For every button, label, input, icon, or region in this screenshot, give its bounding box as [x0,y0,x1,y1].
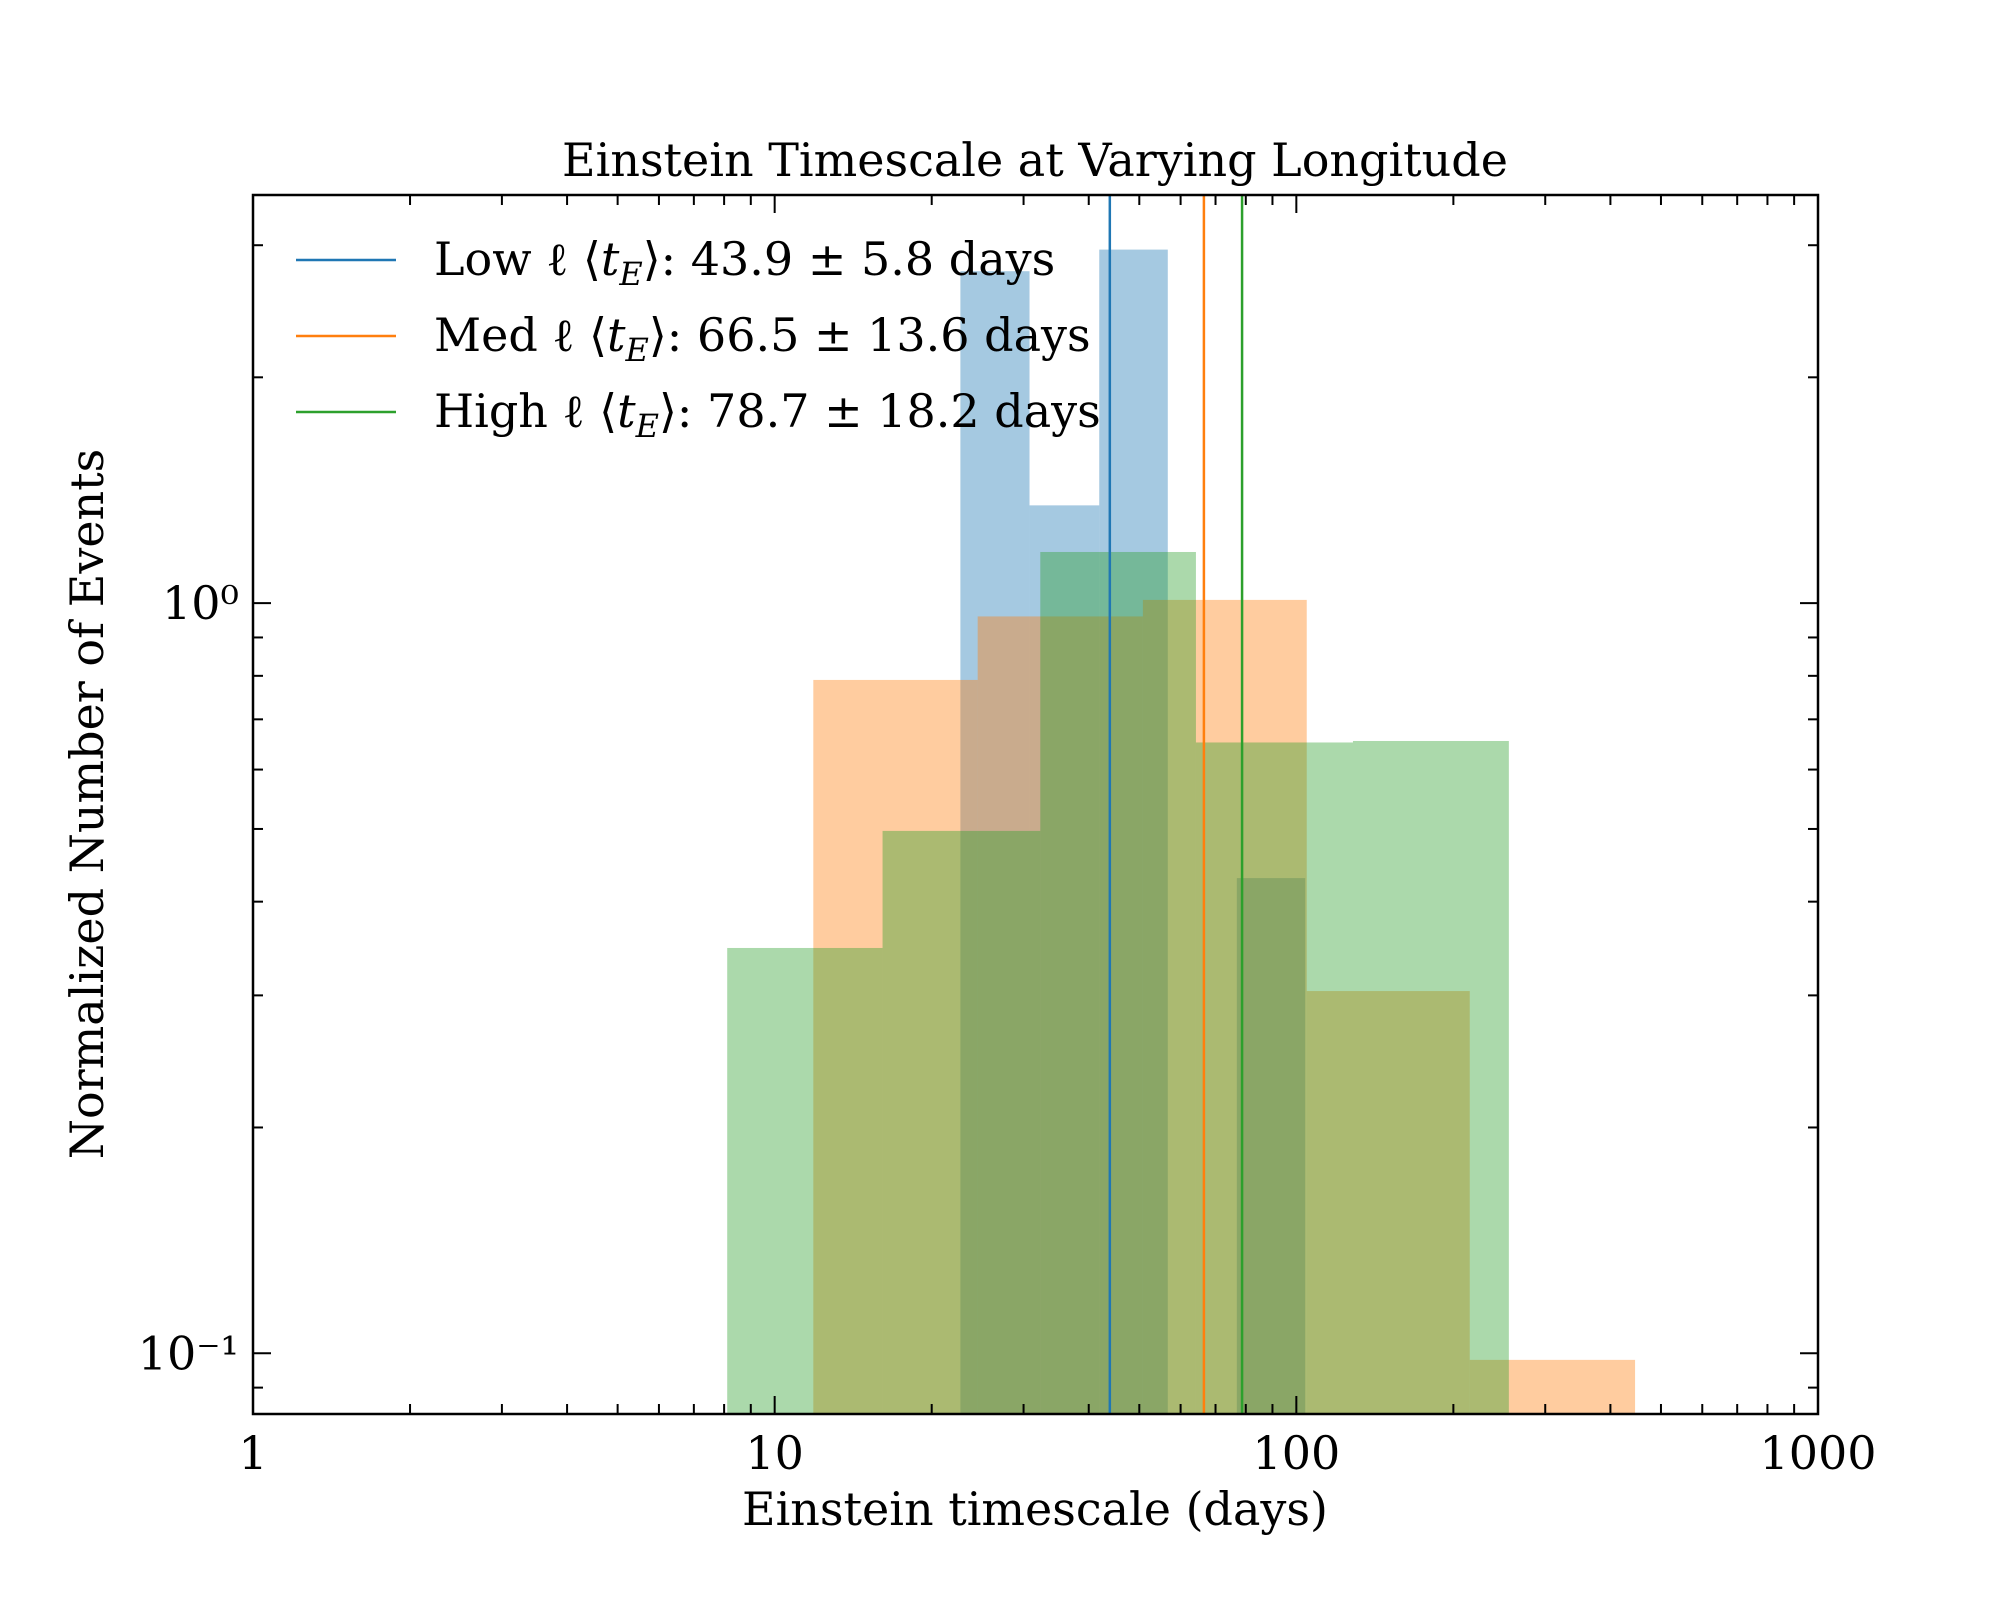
bar [1142,599,1307,1414]
bar [882,830,1041,1414]
y-tick-label: 10⁰ [162,576,239,630]
x-tick-label: 10 [745,1426,804,1480]
bar [960,271,1030,1414]
legend-label: High ℓ ⟨tE⟩: 78.7 ± 18.2 days [434,384,1101,445]
chart-title: Einstein Timescale at Varying Longitude [562,133,1508,187]
y-tick-label: 10⁻¹ [138,1326,239,1380]
legend-label: Low ℓ ⟨tE⟩: 43.9 ± 5.8 days [434,232,1055,293]
bar [1469,1359,1636,1414]
x-axis-label: Einstein timescale (days) [742,1482,1328,1536]
bar [1029,505,1100,1414]
x-tick-label: 1 [238,1426,267,1480]
bar [727,947,883,1414]
plot-area [727,195,1636,1414]
y-axis-label: Normalized Number of Events [60,449,114,1160]
legend-label: Med ℓ ⟨tE⟩: 66.5 ± 13.6 days [434,308,1091,369]
x-tick-label: 100 [1252,1426,1340,1480]
axes-frame [251,193,1820,1416]
bar [1040,551,1196,1414]
bar [813,679,978,1414]
bar [1306,991,1470,1414]
bar [977,616,1143,1414]
x-tick-label: 1000 [1759,1426,1876,1480]
bar [1236,878,1306,1414]
bar [1352,740,1509,1414]
bar [1195,742,1353,1414]
